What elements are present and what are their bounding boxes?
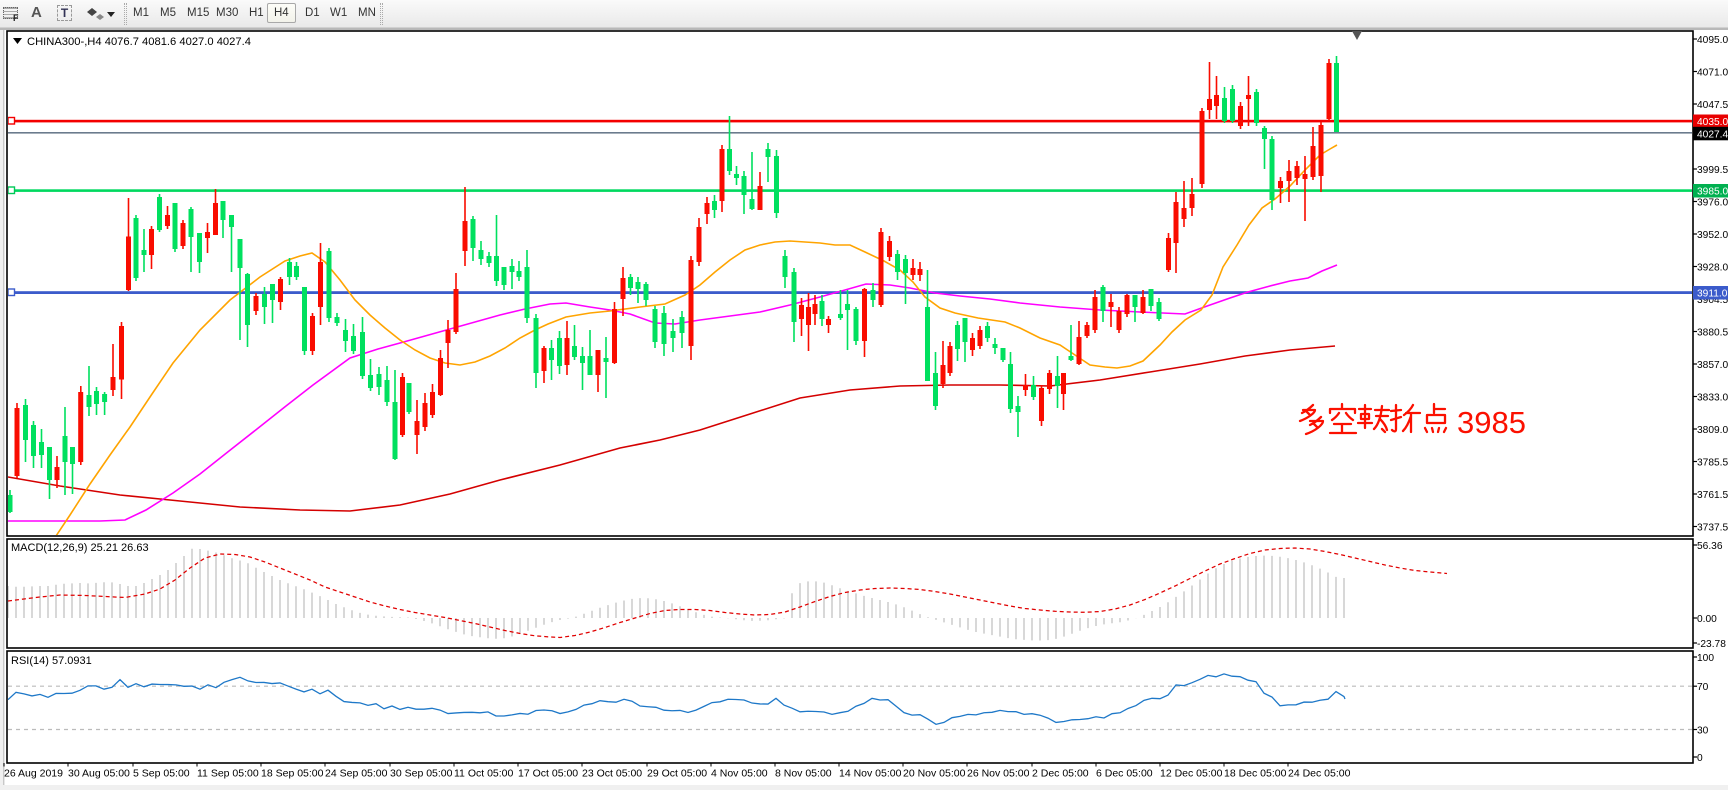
svg-text:4095.0: 4095.0	[1697, 35, 1728, 46]
svg-text:3985: 3985	[1457, 405, 1526, 440]
svg-text:70: 70	[1697, 682, 1709, 693]
svg-text:0: 0	[1697, 753, 1703, 764]
svg-text:3952.0: 3952.0	[1697, 230, 1728, 241]
svg-text:3809.0: 3809.0	[1697, 425, 1728, 436]
svg-text:3857.0: 3857.0	[1697, 360, 1728, 371]
svg-text:12 Dec 05:00: 12 Dec 05:00	[1160, 768, 1223, 780]
svg-text:24 Sep 05:00: 24 Sep 05:00	[325, 768, 388, 780]
svg-text:18 Sep 05:00: 18 Sep 05:00	[261, 768, 324, 780]
svg-text:0.00: 0.00	[1697, 614, 1717, 625]
svg-text:24 Dec 05:00: 24 Dec 05:00	[1288, 768, 1351, 780]
svg-text:26 Aug 2019: 26 Aug 2019	[4, 768, 63, 780]
svg-text:5 Sep 05:00: 5 Sep 05:00	[133, 768, 190, 780]
svg-text:6 Dec 05:00: 6 Dec 05:00	[1096, 768, 1153, 780]
svg-text:18 Dec 05:00: 18 Dec 05:00	[1224, 768, 1287, 780]
svg-text:3785.5: 3785.5	[1697, 458, 1728, 469]
svg-text:4071.0: 4071.0	[1697, 68, 1728, 79]
svg-text:3880.5: 3880.5	[1697, 328, 1728, 339]
svg-text:23 Oct 05:00: 23 Oct 05:00	[582, 768, 642, 780]
svg-text:4047.5: 4047.5	[1697, 100, 1728, 111]
svg-text:56.36: 56.36	[1697, 541, 1723, 552]
svg-text:20 Nov 05:00: 20 Nov 05:00	[903, 768, 966, 780]
svg-text:3999.5: 3999.5	[1697, 165, 1728, 176]
svg-text:11 Oct 05:00: 11 Oct 05:00	[454, 768, 514, 780]
svg-text:3911.0: 3911.0	[1697, 289, 1728, 300]
svg-text:MACD(12,26,9) 25.21 26.63: MACD(12,26,9) 25.21 26.63	[11, 542, 149, 554]
svg-text:30: 30	[1697, 726, 1709, 737]
svg-text:30 Aug 05:00: 30 Aug 05:00	[68, 768, 130, 780]
svg-text:3833.0: 3833.0	[1697, 393, 1728, 404]
svg-text:100: 100	[1697, 653, 1714, 664]
svg-text:3985.0: 3985.0	[1697, 187, 1728, 198]
svg-text:26 Nov 05:00: 26 Nov 05:00	[967, 768, 1030, 780]
svg-text:3904.5: 3904.5	[1697, 295, 1728, 306]
svg-text:14 Nov 05:00: 14 Nov 05:00	[839, 768, 902, 780]
svg-text:3976.0: 3976.0	[1697, 198, 1728, 209]
svg-text:8 Nov 05:00: 8 Nov 05:00	[775, 768, 832, 780]
svg-text:11 Sep 05:00: 11 Sep 05:00	[197, 768, 259, 780]
svg-text:4035.0: 4035.0	[1697, 117, 1728, 128]
svg-text:17 Oct 05:00: 17 Oct 05:00	[518, 768, 578, 780]
svg-text:3928.0: 3928.0	[1697, 263, 1728, 274]
svg-text:3761.5: 3761.5	[1697, 490, 1728, 501]
svg-text:30 Sep 05:00: 30 Sep 05:00	[390, 768, 453, 780]
svg-text:-23.78: -23.78	[1697, 639, 1726, 650]
svg-text:CHINA300-,H4 4076.7 4081.6 40: CHINA300-,H4 4076.7 4081.6 4027.0 4027.4	[27, 36, 251, 48]
svg-text:29 Oct 05:00: 29 Oct 05:00	[647, 768, 707, 780]
svg-text:3737.5: 3737.5	[1697, 523, 1728, 534]
svg-text:RSI(14) 57.0931: RSI(14) 57.0931	[11, 655, 92, 667]
svg-text:4 Nov 05:00: 4 Nov 05:00	[711, 768, 768, 780]
svg-text:2 Dec 05:00: 2 Dec 05:00	[1032, 768, 1089, 780]
svg-text:4027.4: 4027.4	[1697, 129, 1728, 140]
